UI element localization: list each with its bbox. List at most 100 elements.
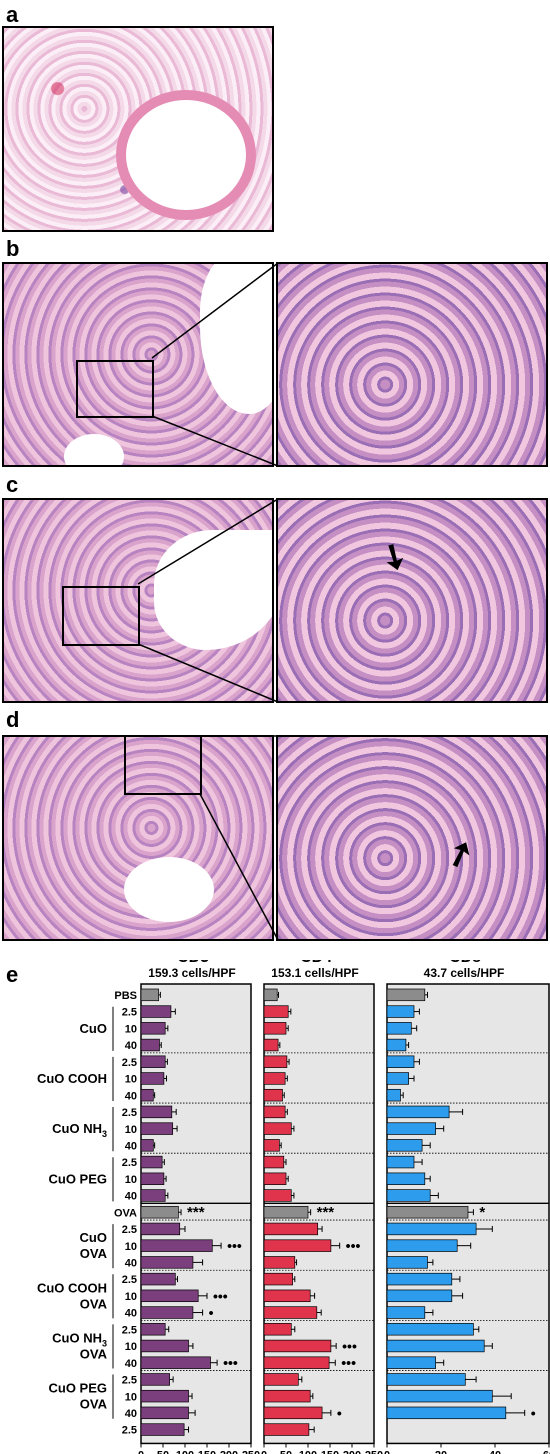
row-label-dose: 40 xyxy=(125,1358,137,1370)
bar xyxy=(386,1038,407,1052)
row-label-dose: 10 xyxy=(125,1341,137,1353)
row-label-dose: 10 xyxy=(125,1174,137,1186)
significance-mark: *** xyxy=(317,1204,335,1221)
chart-subtitle: 159.3 cells/HPF xyxy=(148,966,235,980)
bar xyxy=(386,1105,450,1119)
chart-title: CD4+ xyxy=(300,960,338,966)
row-label-dose: 10 xyxy=(125,1074,137,1086)
bar xyxy=(386,1055,415,1068)
bar xyxy=(140,1323,166,1336)
bar xyxy=(263,1222,319,1236)
row-label-dose: 2.5 xyxy=(122,1057,137,1069)
chart-subtitle: 153.1 cells/HPF xyxy=(271,966,358,980)
chart-title-main: CD8 xyxy=(449,960,481,966)
row-label-dose: 40 xyxy=(125,1040,137,1052)
x-tick-label: 150 xyxy=(321,1449,339,1454)
group-label: CuO xyxy=(80,1230,107,1245)
bar xyxy=(263,1356,330,1369)
x-tick-label: 250 xyxy=(365,1449,383,1454)
bar xyxy=(263,1239,332,1252)
bar xyxy=(140,1239,213,1252)
x-tick-label: 50 xyxy=(280,1449,292,1454)
bar xyxy=(140,1088,154,1102)
row-label-dose: 10 xyxy=(125,1023,137,1035)
bar xyxy=(140,1072,165,1085)
bar xyxy=(386,1088,401,1102)
significance-mark: • xyxy=(337,1405,342,1421)
micrograph-a xyxy=(2,26,274,232)
zoom-connector-line xyxy=(151,415,279,467)
significance-mark: • xyxy=(209,1305,214,1321)
x-tick-label: 200 xyxy=(220,1449,238,1454)
significance-mark: ••• xyxy=(341,1355,356,1371)
zoom-region-box xyxy=(76,360,154,418)
group-label: CuO COOH xyxy=(37,1280,107,1295)
bar xyxy=(263,1272,293,1286)
group-label: OVA xyxy=(80,1346,108,1361)
zoom-connector-line xyxy=(151,262,279,359)
bar xyxy=(263,1038,279,1052)
chart-title: CD8+ xyxy=(449,960,487,966)
significance-mark: ••• xyxy=(342,1338,357,1354)
x-tick-label: 20 xyxy=(435,1449,447,1454)
bar xyxy=(263,1055,288,1068)
row-label-dose: 40 xyxy=(125,1090,137,1102)
bar xyxy=(263,1189,292,1202)
bar xyxy=(386,1256,428,1269)
group-label: OVA xyxy=(80,1296,108,1311)
group-label: OVA xyxy=(80,1246,108,1261)
row-label-dose: 2.5 xyxy=(122,1324,137,1336)
bar xyxy=(140,1105,173,1119)
row-label-dose: 40 xyxy=(125,1191,137,1203)
bar xyxy=(386,1005,415,1018)
bar xyxy=(263,1339,332,1353)
bar xyxy=(386,1155,415,1169)
bar xyxy=(386,1022,412,1035)
airway-lumen xyxy=(154,530,272,650)
bar xyxy=(263,1155,285,1169)
panel-label-e: e xyxy=(6,962,19,987)
bar xyxy=(263,1423,310,1436)
bar xyxy=(386,1339,485,1353)
significance-mark: ••• xyxy=(213,1288,228,1304)
row-label-dose: 2.5 xyxy=(122,1425,137,1437)
bar xyxy=(140,1406,189,1420)
row-label-dose: 2.5 xyxy=(122,1007,137,1019)
x-tick-label: 60 xyxy=(543,1449,550,1454)
panel-label-b: b xyxy=(6,236,20,261)
bar xyxy=(140,988,159,1002)
bar xyxy=(386,1206,469,1219)
bar xyxy=(140,1122,174,1135)
x-tick-label: 250 xyxy=(242,1449,260,1454)
x-tick-label: 50 xyxy=(157,1449,169,1454)
x-tick-label: 100 xyxy=(176,1449,194,1454)
x-tick-label: 0 xyxy=(384,1449,390,1454)
significance-mark: ••• xyxy=(223,1355,238,1371)
row-label-dose: 10 xyxy=(125,1291,137,1303)
bar xyxy=(140,1005,172,1018)
bar xyxy=(263,1005,289,1018)
zoom-connector-line xyxy=(137,643,279,703)
bar xyxy=(140,1339,189,1353)
bar xyxy=(386,1289,453,1303)
bar xyxy=(386,1172,426,1185)
bar xyxy=(386,1306,426,1319)
row-label-dose: 2.5 xyxy=(122,1224,137,1236)
airway-lumen xyxy=(124,857,214,922)
bar xyxy=(140,1022,166,1035)
row-label-dose: 10 xyxy=(125,1391,137,1403)
x-tick-label: 200 xyxy=(343,1449,361,1454)
group-label-main: CuO NH xyxy=(52,1121,102,1136)
vessel-lumen xyxy=(64,434,124,465)
bar xyxy=(140,1272,176,1286)
bar xyxy=(140,1356,211,1369)
row-label-dose: 40 xyxy=(125,1408,137,1420)
bar xyxy=(140,1038,160,1052)
panel-label-c: c xyxy=(6,472,19,497)
row-label-dose: 2.5 xyxy=(122,1107,137,1119)
bar xyxy=(263,1206,309,1219)
row-label-dose: 40 xyxy=(125,1140,137,1152)
bar xyxy=(140,1256,194,1269)
row-label-dose: 40 xyxy=(125,1308,137,1320)
bar xyxy=(386,1406,507,1420)
